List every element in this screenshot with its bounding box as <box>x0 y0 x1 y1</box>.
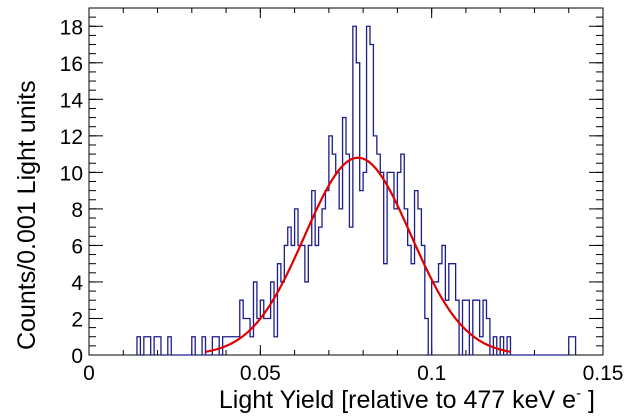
y-tick-label: 16 <box>60 53 83 76</box>
y-tick-label: 8 <box>71 199 83 222</box>
x-tick-label: 0.05 <box>240 362 281 385</box>
x-axis-title: Light Yield [relative to 477 keV e- ] <box>219 385 595 414</box>
x-axis-title-superscript: - <box>576 385 581 402</box>
x-tick-label: 0.15 <box>583 362 624 385</box>
axis-ticks <box>88 7 604 356</box>
y-tick-label: 0 <box>71 345 83 368</box>
x-tick-labels: 0 0.05 0.1 0.15 <box>83 362 623 385</box>
gaussian-fit-curve <box>205 156 511 353</box>
y-tick-label: 6 <box>71 235 83 258</box>
y-tick-label: 4 <box>71 272 83 295</box>
y-tick-labels: 0 2 4 6 8 10 12 14 16 18 <box>60 16 84 368</box>
y-tick-label: 10 <box>60 162 83 185</box>
x-axis-title-close: ] <box>581 386 595 414</box>
y-tick-label: 14 <box>60 89 84 112</box>
y-tick-label: 2 <box>71 308 83 331</box>
x-axis-title-main: Light Yield [relative to 477 keV e <box>219 386 576 414</box>
plot-frame <box>88 7 604 356</box>
y-axis-title: Counts/0.001 Light units <box>13 80 41 350</box>
x-tick-label: 0.1 <box>417 362 446 385</box>
y-tick-label: 18 <box>60 16 83 39</box>
x-tick-label: 0 <box>83 362 95 385</box>
histogram-series <box>136 25 577 356</box>
y-tick-label: 12 <box>60 126 83 149</box>
